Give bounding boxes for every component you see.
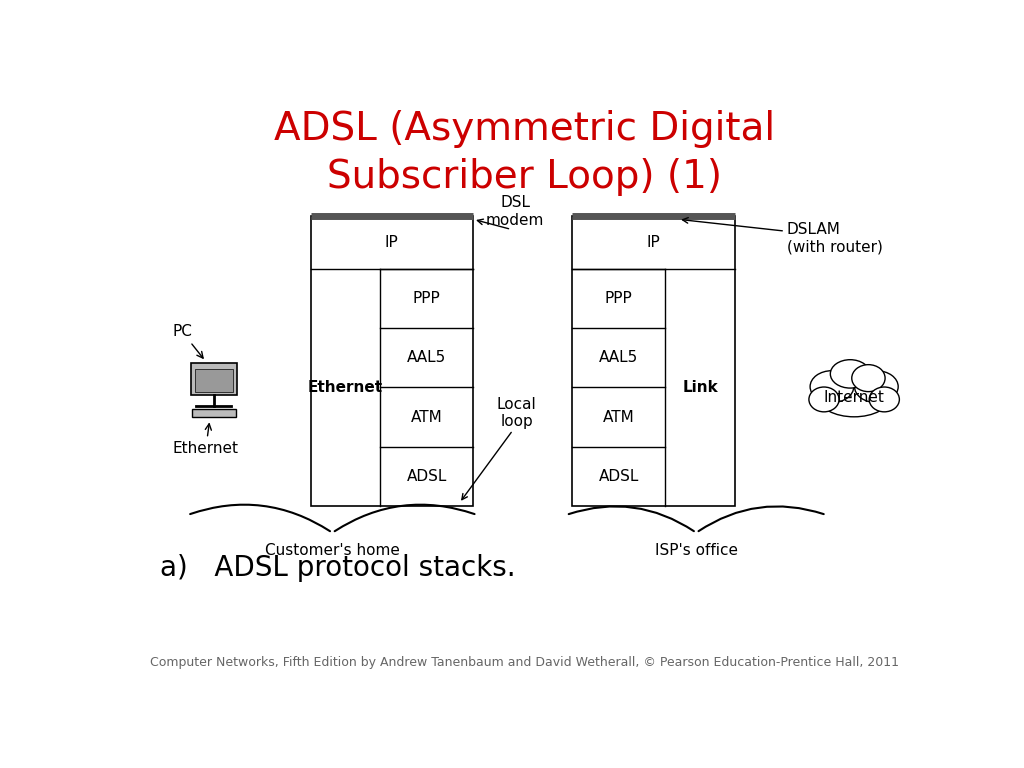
Bar xyxy=(310,217,473,506)
Text: Local
loop: Local loop xyxy=(497,396,537,429)
Ellipse shape xyxy=(818,378,890,417)
Text: Computer Networks, Fifth Edition by Andrew Tanenbaum and David Wetherall, © Pear: Computer Networks, Fifth Edition by Andr… xyxy=(151,656,899,669)
Text: ATM: ATM xyxy=(603,409,635,425)
Text: ADSL (Asymmetric Digital
Subscriber Loop) (1): ADSL (Asymmetric Digital Subscriber Loop… xyxy=(274,110,775,197)
Text: AAL5: AAL5 xyxy=(408,350,446,365)
Text: DSL
modem: DSL modem xyxy=(486,195,545,227)
Text: IP: IP xyxy=(385,235,398,250)
Ellipse shape xyxy=(830,359,870,388)
Ellipse shape xyxy=(869,387,899,412)
Text: PPP: PPP xyxy=(605,291,633,306)
Text: AAL5: AAL5 xyxy=(599,350,639,365)
Bar xyxy=(195,369,232,392)
Ellipse shape xyxy=(810,371,854,402)
Text: ADSL: ADSL xyxy=(599,469,639,484)
Bar xyxy=(190,362,237,396)
Text: DSLAM
(with router): DSLAM (with router) xyxy=(786,222,883,255)
Text: Customer's home: Customer's home xyxy=(265,544,399,558)
Text: Ethernet: Ethernet xyxy=(308,380,383,395)
Text: IP: IP xyxy=(647,235,660,250)
Ellipse shape xyxy=(809,387,839,412)
Bar xyxy=(191,409,236,416)
Text: ISP's office: ISP's office xyxy=(654,544,737,558)
Ellipse shape xyxy=(855,371,898,402)
Text: a)   ADSL protocol stacks.: a) ADSL protocol stacks. xyxy=(160,554,515,582)
Text: ADSL: ADSL xyxy=(407,469,447,484)
Bar xyxy=(572,217,735,506)
Text: PPP: PPP xyxy=(413,291,440,306)
Text: Internet: Internet xyxy=(823,390,885,405)
Ellipse shape xyxy=(852,365,885,392)
Text: PC: PC xyxy=(172,324,203,358)
Text: Link: Link xyxy=(682,380,718,395)
Text: Ethernet: Ethernet xyxy=(173,424,239,456)
Text: ATM: ATM xyxy=(411,409,442,425)
